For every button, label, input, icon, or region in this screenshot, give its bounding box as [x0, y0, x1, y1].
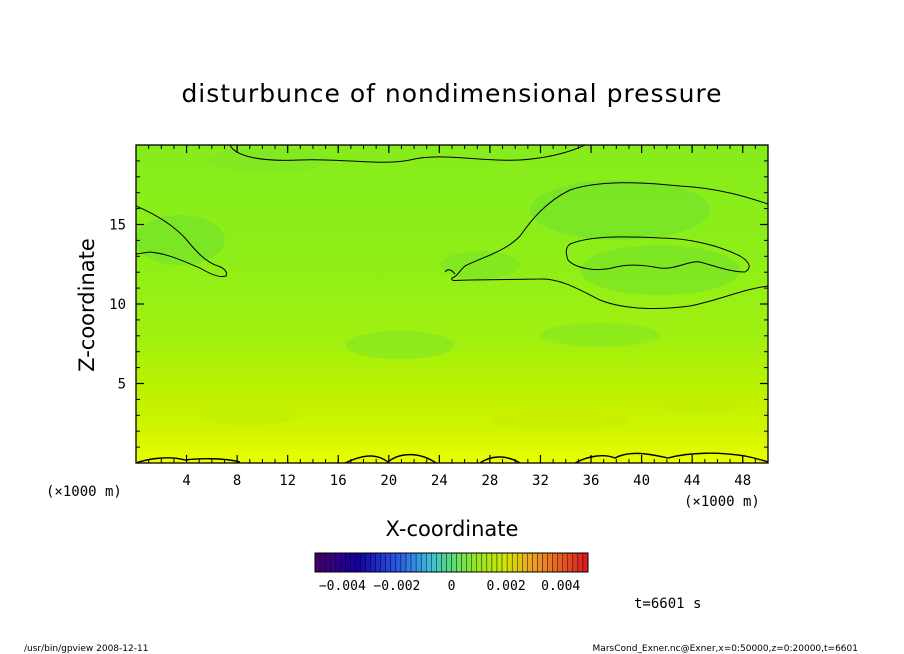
- colorbar-cell: [436, 552, 442, 573]
- contour-left: [136, 205, 227, 277]
- colorbar-cell: [572, 552, 579, 573]
- colorbar-cell: [350, 552, 356, 573]
- x-tick-label: 4: [182, 473, 190, 489]
- colorbar-cell: [385, 552, 392, 573]
- x-tick-label: 24: [431, 473, 448, 489]
- y-axis-ticks: 5 10 15: [109, 160, 768, 448]
- colorbar-cell: [395, 552, 402, 573]
- colorbar-cell: [577, 552, 584, 573]
- colorbar-cell: [481, 552, 488, 573]
- colorbar-cell: [522, 552, 528, 573]
- colorbar-ticks: −0.004 −0.002 0 0.002 0.004: [319, 579, 581, 594]
- colorbar: [314, 552, 589, 573]
- colorbar-cell: [511, 552, 518, 573]
- footer-left: /usr/bin/gpview 2008-12-11: [24, 644, 148, 654]
- colorbar-cell: [405, 552, 412, 573]
- contour-right-inner: [565, 236, 750, 273]
- colorbar-cell: [380, 552, 386, 573]
- colorbar-cell: [431, 552, 437, 573]
- colorbar-cell: [466, 552, 472, 573]
- colorbar-cell: [360, 552, 366, 573]
- colorbar-cell: [486, 552, 493, 573]
- colorbar-tick-label: 0: [448, 579, 456, 594]
- x-axis-label: X-coordinate: [386, 517, 519, 541]
- y-axis-label: Z-coordinate: [75, 238, 99, 372]
- colorbar-cell: [567, 552, 574, 573]
- colorbar-cell: [335, 552, 341, 573]
- colorbar-cell: [355, 552, 361, 573]
- x-tick-label: 16: [330, 473, 347, 489]
- colorbar-cell: [471, 552, 477, 573]
- y-unit-label: (×1000 m): [46, 484, 122, 500]
- colorbar-cell: [532, 552, 538, 573]
- x-axis-ticks: 4 8 12 16 20 24 28 32 36 40 44 48: [148, 145, 756, 489]
- y-tick-label: 10: [109, 297, 126, 313]
- contour-right-outer: [451, 182, 768, 309]
- colorbar-cell: [491, 552, 498, 573]
- contour-surface: [136, 452, 768, 463]
- contour-top: [229, 145, 586, 163]
- colorbar-cell: [314, 552, 321, 573]
- colorbar-cell: [451, 552, 457, 573]
- colorbar-cell: [582, 552, 589, 573]
- x-tick-label: 8: [233, 473, 241, 489]
- y-tick-label: 5: [118, 377, 126, 393]
- colorbar-cell: [324, 552, 331, 573]
- colorbar-cell: [426, 552, 432, 573]
- colorbar-cell: [340, 552, 346, 573]
- colorbar-cell: [400, 552, 407, 573]
- x-tick-label: 48: [734, 473, 751, 489]
- colorbar-cell: [461, 552, 467, 573]
- colorbar-cell: [562, 552, 568, 573]
- colorbar-cell: [410, 552, 417, 573]
- y-tick-label: 15: [109, 218, 126, 234]
- colorbar-cell: [542, 552, 548, 573]
- time-label: t=6601 s: [634, 596, 701, 612]
- x-tick-label: 36: [583, 473, 600, 489]
- colorbar-cell: [441, 552, 447, 573]
- colorbar-cell: [527, 552, 533, 573]
- colorbar-cell: [501, 552, 508, 573]
- colorbar-frame: [314, 552, 589, 573]
- x-tick-label: 40: [633, 473, 650, 489]
- x-tick-label: 12: [279, 473, 296, 489]
- colorbar-cell: [329, 552, 336, 573]
- x-tick-label: 32: [532, 473, 549, 489]
- colorbar-cell: [390, 552, 397, 573]
- colorbar-tick-label: 0.004: [541, 579, 580, 594]
- colorbar-tick-label: −0.004: [319, 579, 366, 594]
- x-tick-label: 44: [684, 473, 701, 489]
- colorbar-cell: [415, 552, 422, 573]
- footer-right: MarsCond_Exner.nc@Exner,x=0:50000,z=0:20…: [593, 644, 858, 654]
- colorbar-cell: [517, 552, 523, 573]
- colorbar-cell: [446, 552, 452, 573]
- colorbar-cell: [345, 552, 351, 573]
- colorbar-cell: [547, 552, 553, 573]
- colorbar-cell: [496, 552, 503, 573]
- colorbar-cell: [370, 552, 376, 573]
- contour-small: [444, 269, 456, 275]
- colorbar-cell: [319, 552, 326, 573]
- chart-title: disturbunce of nondimensional pressure: [181, 79, 722, 108]
- x-tick-label: 20: [380, 473, 397, 489]
- contour-lines: [136, 145, 768, 463]
- colorbar-cell: [476, 552, 483, 573]
- x-tick-label: 28: [481, 473, 498, 489]
- colorbar-tick-label: −0.002: [373, 579, 420, 594]
- plot-area: [136, 145, 768, 463]
- colorbar-cell: [420, 552, 427, 573]
- colorbar-cell: [375, 552, 381, 573]
- colorbar-cell: [552, 552, 558, 573]
- colorbar-cell: [537, 552, 543, 573]
- colorbar-cell: [456, 552, 462, 573]
- colorbar-tick-label: 0.002: [487, 579, 526, 594]
- colorbar-cell: [506, 552, 513, 573]
- colorbar-cell: [365, 552, 371, 573]
- x-unit-label: (×1000 m): [684, 494, 760, 510]
- colorbar-cell: [557, 552, 563, 573]
